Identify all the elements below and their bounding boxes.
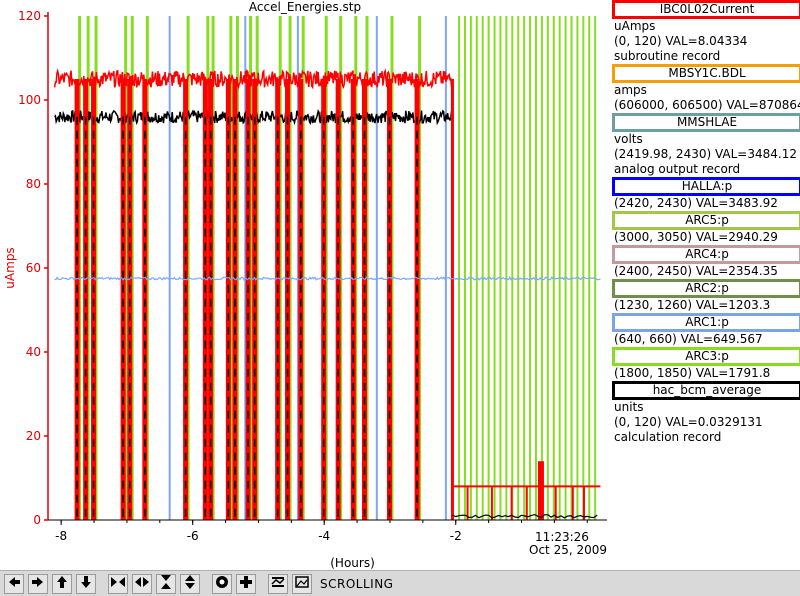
legend-series-name[interactable]: IBC0L02Current — [612, 0, 800, 19]
add-button[interactable] — [236, 573, 256, 594]
legend-series-info: (1230, 1260) VAL=1203.3 — [614, 298, 771, 312]
legend-series-info: (2420, 2430) VAL=3483.92 — [614, 196, 778, 210]
legend-entry[interactable]: ARC1:p (640, 660) VAL=649.567 — [610, 313, 800, 347]
y-tick-label: 100 — [18, 93, 41, 107]
toolbar: SCROLLING — [0, 570, 800, 596]
legend-series-info: amps — [614, 83, 647, 97]
legend-series-name[interactable]: ARC4:p — [612, 245, 800, 264]
pan-right-button[interactable] — [28, 573, 48, 594]
legend-series-info: (1800, 1850) VAL=1791.8 — [614, 366, 771, 380]
legend-series-info: volts — [614, 132, 643, 146]
time-label: 11:23:26 — [535, 530, 589, 544]
reset-button[interactable] — [212, 573, 232, 594]
y-tick-label: 120 — [18, 9, 41, 23]
y-tick-label: 40 — [26, 345, 41, 359]
arrow-left-icon — [6, 574, 22, 594]
arrow-down-icon — [78, 574, 94, 594]
x-tick-label: -2 — [450, 529, 462, 543]
series-hac-bcm-average-low — [452, 513, 598, 519]
zoom-out-y-button[interactable] — [180, 573, 200, 594]
y-tick-label: 80 — [26, 177, 41, 191]
legend-panel: IBC0L02Current uAmps (0, 120) VAL=8.04334 s… — [610, 0, 800, 445]
legend-series-info: (2400, 2450) VAL=2354.35 — [614, 264, 778, 278]
legend-entry[interactable]: ARC4:p (2400, 2450) VAL=2354.35 — [610, 245, 800, 279]
legend-entry[interactable]: ARC2:p (1230, 1260) VAL=1203.3 — [610, 279, 800, 313]
legend-series-name[interactable]: hac_bcm_average — [612, 381, 800, 400]
legend-series-info: (606000, 606500) VAL=870864 — [614, 98, 800, 112]
legend-series-info: (640, 660) VAL=649.567 — [614, 332, 763, 346]
legend-entry[interactable]: IBC0L02Current uAmps (0, 120) VAL=8.04334 s… — [610, 0, 800, 64]
legend-series-info: (3000, 3050) VAL=2940.29 — [614, 230, 778, 244]
record-icon — [214, 574, 230, 594]
zoom-in-y-icon — [158, 574, 174, 594]
pan-down-button[interactable] — [76, 573, 96, 594]
image-icon — [294, 574, 310, 594]
pan-up-button[interactable] — [52, 573, 72, 594]
zoom-in-y-button[interactable] — [156, 573, 176, 594]
x-tick-label: -6 — [187, 529, 199, 543]
zoom-in-x-icon — [110, 574, 126, 594]
y-axis-label: uAmps — [3, 247, 17, 288]
zoom-out-x-button[interactable] — [132, 573, 152, 594]
legend-series-info: (0, 120) VAL=8.04334 — [614, 34, 748, 48]
legend-series-info: calculation record — [614, 430, 722, 444]
series-halla-p — [54, 276, 601, 281]
legend-series-name[interactable]: ARC3:p — [612, 347, 800, 366]
arrow-up-icon — [54, 574, 70, 594]
x-axis-label: (Hours) — [330, 556, 375, 570]
autoscale-button[interactable] — [268, 573, 288, 594]
status-text: SCROLLING — [320, 576, 394, 591]
zoom-in-x-button[interactable] — [108, 573, 128, 594]
chart-title: Accel_Energies.stp — [248, 0, 362, 14]
legend-series-info: (2419.98, 2430) VAL=3484.12 — [614, 147, 797, 161]
autoscale-icon — [270, 574, 286, 594]
zoom-out-y-icon — [182, 574, 198, 594]
plus-icon — [238, 574, 254, 594]
strip-chart[interactable]: 0 20 40 60 80 100 120 -8 -6 -4 -2 uAmps (Hours) 11:23… — [0, 0, 610, 570]
legend-entry[interactable]: MBSY1C.BDL amps (606000, 606500) VAL=87086… — [610, 64, 800, 113]
y-tick-label: 20 — [26, 429, 41, 443]
x-tick-label: -8 — [55, 529, 67, 543]
y-tick-label: 60 — [26, 261, 41, 275]
legend-entry[interactable]: MMSHLAE volts (2419.98, 2430) VAL=3484.12 a… — [610, 113, 800, 177]
legend-series-name[interactable]: HALLA:p — [612, 177, 800, 196]
legend-series-name[interactable]: ARC1:p — [612, 313, 800, 332]
legend-series-info: uAmps — [614, 19, 656, 33]
legend-entry[interactable]: hac_bcm_average units (0, 120) VAL=0.03291… — [610, 381, 800, 445]
legend-series-name[interactable]: ARC2:p — [612, 279, 800, 298]
legend-series-name[interactable]: MMSHLAE — [612, 113, 800, 132]
pan-left-button[interactable] — [4, 573, 24, 594]
y-tick-label: 0 — [33, 513, 41, 527]
legend-series-name[interactable]: MBSY1C.BDL — [612, 64, 800, 83]
config-button[interactable] — [292, 573, 312, 594]
legend-series-info: units — [614, 400, 644, 414]
legend-series-info: subroutine record — [614, 49, 721, 63]
date-label: Oct 25, 2009 — [529, 543, 607, 557]
legend-entry[interactable]: ARC3:p (1800, 1850) VAL=1791.8 — [610, 347, 800, 381]
legend-series-name[interactable]: ARC5:p — [612, 211, 800, 230]
legend-entry[interactable]: HALLA:p (2420, 2430) VAL=3483.92 — [610, 177, 800, 211]
arrow-right-icon — [30, 574, 46, 594]
legend-entry[interactable]: ARC5:p (3000, 3050) VAL=2940.29 — [610, 211, 800, 245]
legend-series-info: (0, 120) VAL=0.0329131 — [614, 415, 763, 429]
x-tick-label: -4 — [318, 529, 330, 543]
legend-series-info: analog output record — [614, 162, 741, 176]
zoom-out-x-icon — [134, 574, 150, 594]
recovery-spike — [537, 461, 544, 520]
